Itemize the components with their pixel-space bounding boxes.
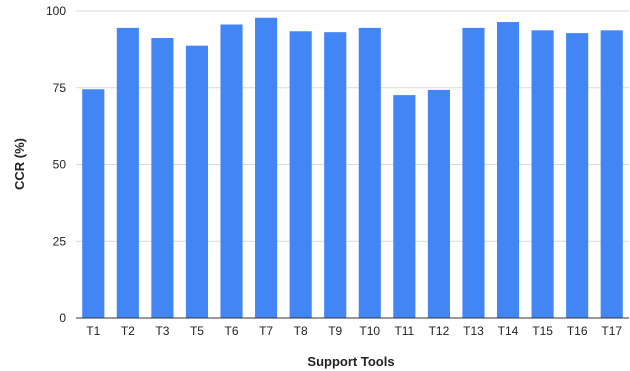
bar-t6	[220, 24, 243, 318]
x-tick-label: T1	[86, 324, 100, 338]
y-tick-label: 50	[53, 158, 67, 172]
y-axis-title: CCR (%)	[12, 138, 27, 190]
x-tick-label: T6	[225, 324, 239, 338]
bar-t12	[427, 89, 450, 319]
x-axis-title: Support Tools	[307, 354, 394, 369]
bars	[82, 17, 623, 319]
bar-t11	[393, 95, 416, 319]
bar-t5	[185, 45, 209, 318]
x-tick-label: T16	[567, 324, 588, 338]
x-tick-label: T14	[498, 324, 519, 338]
x-tick-label: T17	[601, 324, 622, 338]
bar-t14	[496, 22, 520, 319]
x-tick-labels: T1 T2 T3 T5 T6 T7 T8 T9 T10 T11 T12 T13 T14 T15 T16 T17	[86, 324, 622, 338]
bar-t13	[462, 27, 485, 318]
x-tick-label: T10	[359, 324, 380, 338]
x-tick-label: T13	[463, 324, 484, 338]
x-tick-label: T12	[429, 324, 450, 338]
x-tick-label: T2	[121, 324, 135, 338]
bar-t15	[531, 30, 554, 319]
x-tick-label: T5	[190, 324, 204, 338]
bar-t17	[600, 30, 623, 319]
bar-t1	[82, 89, 105, 318]
y-tick-label: 25	[53, 234, 67, 248]
x-tick-label: T15	[532, 324, 553, 338]
bar-t8	[289, 31, 312, 318]
bar-t2	[116, 27, 139, 318]
bar-t9	[324, 32, 347, 319]
bar-t10	[358, 27, 381, 318]
x-tick-label: T8	[294, 324, 308, 338]
x-tick-label: T9	[328, 324, 342, 338]
y-tick-label: 100	[46, 4, 66, 18]
x-tick-label: T3	[155, 324, 169, 338]
x-tick-label: T7	[259, 324, 273, 338]
bar-t7	[255, 17, 278, 318]
y-tick-label: 0	[59, 311, 66, 325]
y-tick-labels: 0 25 50 75 100	[46, 4, 66, 325]
y-tick-label: 75	[53, 81, 67, 95]
x-tick-label: T11	[394, 324, 414, 338]
bar-t16	[566, 33, 589, 318]
bar-t3	[151, 38, 174, 319]
